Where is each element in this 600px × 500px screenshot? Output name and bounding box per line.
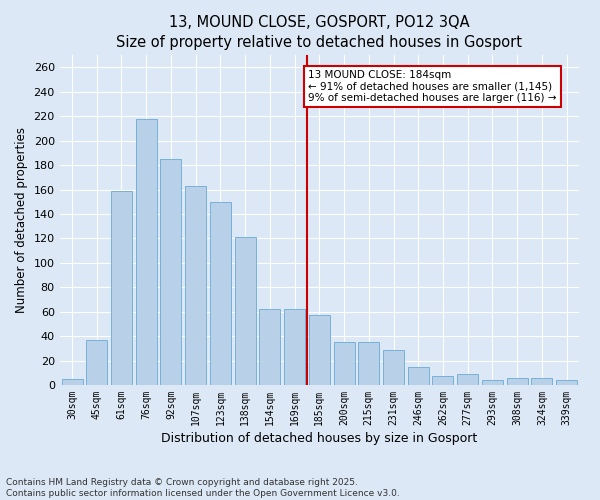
Bar xyxy=(334,342,355,385)
Text: 13 MOUND CLOSE: 184sqm
← 91% of detached houses are smaller (1,145)
9% of semi-d: 13 MOUND CLOSE: 184sqm ← 91% of detached… xyxy=(308,70,557,103)
Y-axis label: Number of detached properties: Number of detached properties xyxy=(15,127,28,313)
Bar xyxy=(235,237,256,385)
Bar xyxy=(433,376,454,385)
Bar xyxy=(532,378,553,385)
Bar xyxy=(62,379,83,385)
Bar xyxy=(482,380,503,385)
Bar xyxy=(259,309,280,385)
Bar xyxy=(111,190,132,385)
Bar xyxy=(408,366,429,385)
Bar xyxy=(86,340,107,385)
Bar xyxy=(185,186,206,385)
Bar xyxy=(284,309,305,385)
Bar xyxy=(556,380,577,385)
Bar xyxy=(457,374,478,385)
X-axis label: Distribution of detached houses by size in Gosport: Distribution of detached houses by size … xyxy=(161,432,478,445)
Bar xyxy=(136,118,157,385)
Bar xyxy=(309,316,330,385)
Bar xyxy=(383,350,404,385)
Bar xyxy=(210,202,231,385)
Text: Contains HM Land Registry data © Crown copyright and database right 2025.
Contai: Contains HM Land Registry data © Crown c… xyxy=(6,478,400,498)
Bar xyxy=(506,378,527,385)
Title: 13, MOUND CLOSE, GOSPORT, PO12 3QA
Size of property relative to detached houses : 13, MOUND CLOSE, GOSPORT, PO12 3QA Size … xyxy=(116,15,523,50)
Bar xyxy=(358,342,379,385)
Bar xyxy=(160,159,181,385)
